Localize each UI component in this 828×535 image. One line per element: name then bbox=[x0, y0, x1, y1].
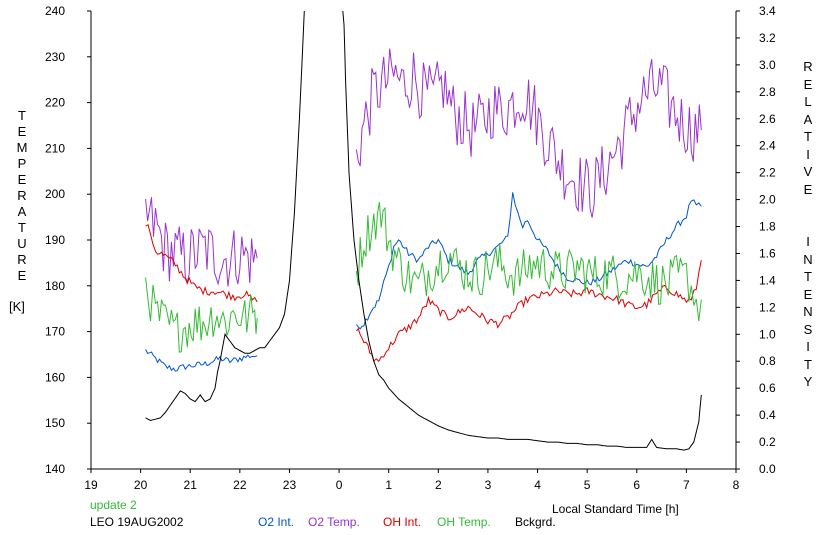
y-left-tick-label: 160 bbox=[45, 370, 65, 384]
series-line-0-segment-0 bbox=[145, 349, 258, 372]
x-tick-label: 20 bbox=[134, 478, 148, 492]
series-line-0-segment-1 bbox=[356, 192, 702, 330]
y-right-tick-label: 3.0 bbox=[759, 58, 776, 72]
y-axis-left-letter: R bbox=[17, 188, 27, 203]
y-left-tick-label: 220 bbox=[45, 96, 65, 110]
x-tick-label: 23 bbox=[283, 478, 297, 492]
y-axis-right-letter: V bbox=[803, 164, 813, 179]
y-right-tick-label: 0.0 bbox=[759, 462, 776, 476]
y-right-tick-label: 1.6 bbox=[759, 246, 776, 260]
legend-o2-int: O2 Int. bbox=[258, 515, 295, 529]
x-tick-label: 4 bbox=[534, 478, 541, 492]
y-right-tick-label: 0.8 bbox=[759, 354, 776, 368]
series-line-1-segment-1 bbox=[355, 48, 702, 218]
y-left-tick-label: 170 bbox=[45, 325, 65, 339]
legend-oh-temp: OH Temp. bbox=[437, 515, 491, 529]
y-axis-left-letter: M bbox=[16, 140, 28, 155]
y-left-tick-label: 150 bbox=[45, 416, 65, 430]
y-right-tick-label: 0.6 bbox=[759, 381, 776, 395]
x-tick-label: 6 bbox=[633, 478, 640, 492]
y-axis-left-letter: E bbox=[17, 124, 27, 139]
y-right-tick-label: 0.4 bbox=[759, 408, 776, 422]
series-line-3-segment-1 bbox=[355, 202, 702, 322]
y-right-tick-label: 1.2 bbox=[759, 300, 776, 314]
x-tick-label: 7 bbox=[683, 478, 690, 492]
series-line-1-segment-0 bbox=[145, 197, 258, 287]
y-axis-right-letter: A bbox=[803, 111, 813, 127]
y-axis-right-letter: R bbox=[803, 59, 813, 74]
series-line-4-segment-1 bbox=[342, 11, 702, 451]
x-tick-label: 1 bbox=[385, 478, 392, 492]
y-axis-right-letter: I bbox=[806, 339, 810, 354]
x-tick-label: 3 bbox=[485, 478, 492, 492]
y-left-tick-label: 240 bbox=[45, 4, 65, 18]
y-axis-left-letter: P bbox=[17, 156, 27, 171]
y-axis-right-letter: E bbox=[803, 181, 813, 197]
station-label: LEO 19AUG2002 bbox=[90, 515, 184, 529]
y-left-tick-label: 190 bbox=[45, 233, 65, 247]
series-line-2-segment-1 bbox=[356, 260, 702, 363]
x-tick-label: 0 bbox=[336, 478, 343, 492]
y-axis-left-letter: E bbox=[17, 268, 27, 283]
y-right-tick-label: 3.4 bbox=[759, 4, 776, 18]
x-axis-label: Local Standard Time [h] bbox=[552, 502, 679, 516]
series-line-3-segment-0 bbox=[145, 277, 258, 353]
y-axis-right-letter: L bbox=[804, 94, 812, 109]
y-right-tick-label: 1.8 bbox=[759, 220, 776, 234]
y-right-tick-label: 0.2 bbox=[759, 435, 776, 449]
y-right-tick-label: 2.0 bbox=[759, 193, 776, 207]
y-axis-right-letter: Y bbox=[803, 374, 813, 389]
x-tick-label: 22 bbox=[233, 478, 247, 492]
y-right-tick-label: 2.2 bbox=[759, 166, 776, 180]
y-left-tick-label: 210 bbox=[45, 141, 65, 155]
y-axis-left-letter: R bbox=[17, 252, 27, 267]
y-left-tick-label: 200 bbox=[45, 187, 65, 201]
y-axis-right-letter: T bbox=[804, 129, 812, 144]
y-right-tick-label: 2.6 bbox=[759, 112, 776, 126]
y-axis-right-letter: N bbox=[803, 304, 813, 319]
x-tick-label: 5 bbox=[584, 478, 591, 492]
x-tick-label: 2 bbox=[435, 478, 442, 492]
y-axis-left-letter: T bbox=[18, 108, 26, 123]
chart-axes: 19 20 21 22 23 0 1 2 3 4 5 6 7 8140150160170180190200… bbox=[45, 4, 776, 492]
y-right-tick-label: 1.0 bbox=[759, 327, 776, 341]
y-axis-right-letter: N bbox=[803, 251, 813, 267]
series-line-4-segment-0 bbox=[145, 11, 305, 422]
x-tick-label: 19 bbox=[84, 478, 98, 492]
y-axis-right-letter: T bbox=[804, 356, 812, 372]
y-axis-right-letter: S bbox=[803, 321, 813, 337]
plot-marks bbox=[145, 11, 702, 451]
y-axis-right-letter: I bbox=[806, 146, 810, 162]
series-line-2-segment-0 bbox=[145, 224, 258, 303]
y-right-tick-label: 2.4 bbox=[759, 139, 776, 153]
x-tick-label: 21 bbox=[184, 478, 198, 492]
y-axis-left-letter: U bbox=[17, 236, 27, 251]
y-axis-right-letter: E bbox=[803, 286, 813, 302]
y-axis-left-letter: A bbox=[17, 204, 27, 219]
legend-o2-temp: O2 Temp. bbox=[308, 515, 360, 529]
y-axis-left-letter: E bbox=[17, 172, 27, 187]
y-axis-right-letter: I bbox=[806, 234, 810, 249]
y-left-tick-label: 140 bbox=[45, 462, 65, 476]
y-left-tick-label: 230 bbox=[45, 50, 65, 64]
update-note: update 2 bbox=[90, 498, 137, 512]
y-right-tick-label: 1.4 bbox=[759, 273, 776, 287]
legend-oh-int: OH Int. bbox=[383, 515, 422, 529]
x-tick-label: 8 bbox=[733, 478, 740, 492]
y-left-tick-label: 180 bbox=[45, 279, 65, 293]
y-axis-left-unit: [K] bbox=[9, 299, 25, 314]
y-axis-right-letter: T bbox=[804, 269, 812, 284]
y-axis-left-letter: T bbox=[18, 220, 26, 235]
y-right-tick-label: 2.8 bbox=[759, 85, 776, 99]
y-axis-right-letter: E bbox=[803, 76, 813, 92]
y-right-tick-label: 3.2 bbox=[759, 31, 776, 45]
legend-bckgrd: Bckgrd. bbox=[515, 515, 556, 529]
